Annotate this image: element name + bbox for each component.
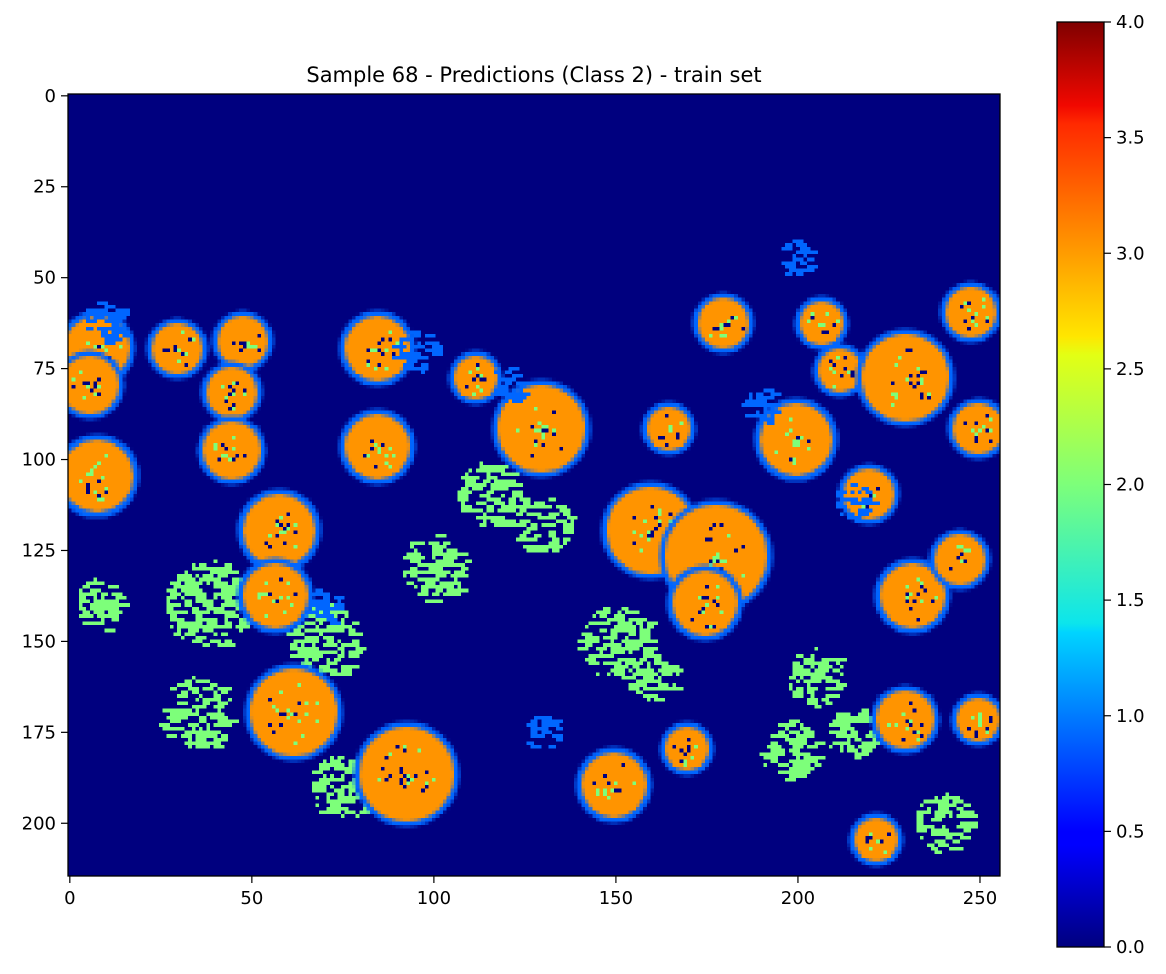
colorbar-tick-label: 1.0 (1116, 706, 1145, 727)
y-tick-label: 100 (22, 450, 56, 471)
colorbar-tick-label: 2.0 (1116, 475, 1145, 496)
x-tick-label: 150 (599, 888, 633, 909)
plot-frame (67, 93, 1001, 877)
colorbar: 0.0 0.5 1.0 1.5 2.0 2.5 3.0 3.5 4.0 (1056, 12, 1145, 958)
y-tick-label: 125 (22, 540, 56, 561)
x-axis: 0 50 100 150 200 250 (64, 876, 997, 909)
colorbar-gradient (1057, 22, 1104, 947)
y-tick-label: 75 (33, 359, 56, 380)
y-tick-label: 0 (45, 86, 56, 107)
colorbar-tick-label: 4.0 (1116, 12, 1145, 33)
heatmap-image (68, 94, 1000, 876)
chart-title: Sample 68 - Predictions (Class 2) - trai… (306, 63, 761, 87)
y-tick-label: 150 (22, 631, 56, 652)
colorbar-tick-label: 0.0 (1116, 937, 1145, 958)
plot-area (67, 93, 1001, 877)
colorbar-tick-label: 3.0 (1116, 243, 1145, 264)
x-tick-label: 250 (963, 888, 997, 909)
colorbar-tick-label: 3.5 (1116, 128, 1145, 149)
colorbar-tick-label: 2.5 (1116, 359, 1145, 380)
y-axis: 0 25 50 75 100 125 150 175 200 (22, 86, 68, 834)
colorbar-ticks: 0.0 0.5 1.0 1.5 2.0 2.5 3.0 3.5 4.0 (1104, 12, 1145, 958)
colorbar-tick-label: 0.5 (1116, 821, 1145, 842)
x-tick-label: 100 (417, 888, 451, 909)
y-tick-label: 25 (33, 177, 56, 198)
x-tick-label: 200 (781, 888, 815, 909)
y-tick-label: 50 (33, 268, 56, 289)
colorbar-tick-label: 1.5 (1116, 590, 1145, 611)
x-tick-label: 50 (240, 888, 263, 909)
y-tick-label: 175 (22, 722, 56, 743)
x-tick-label: 0 (64, 888, 75, 909)
y-tick-label: 200 (22, 813, 56, 834)
